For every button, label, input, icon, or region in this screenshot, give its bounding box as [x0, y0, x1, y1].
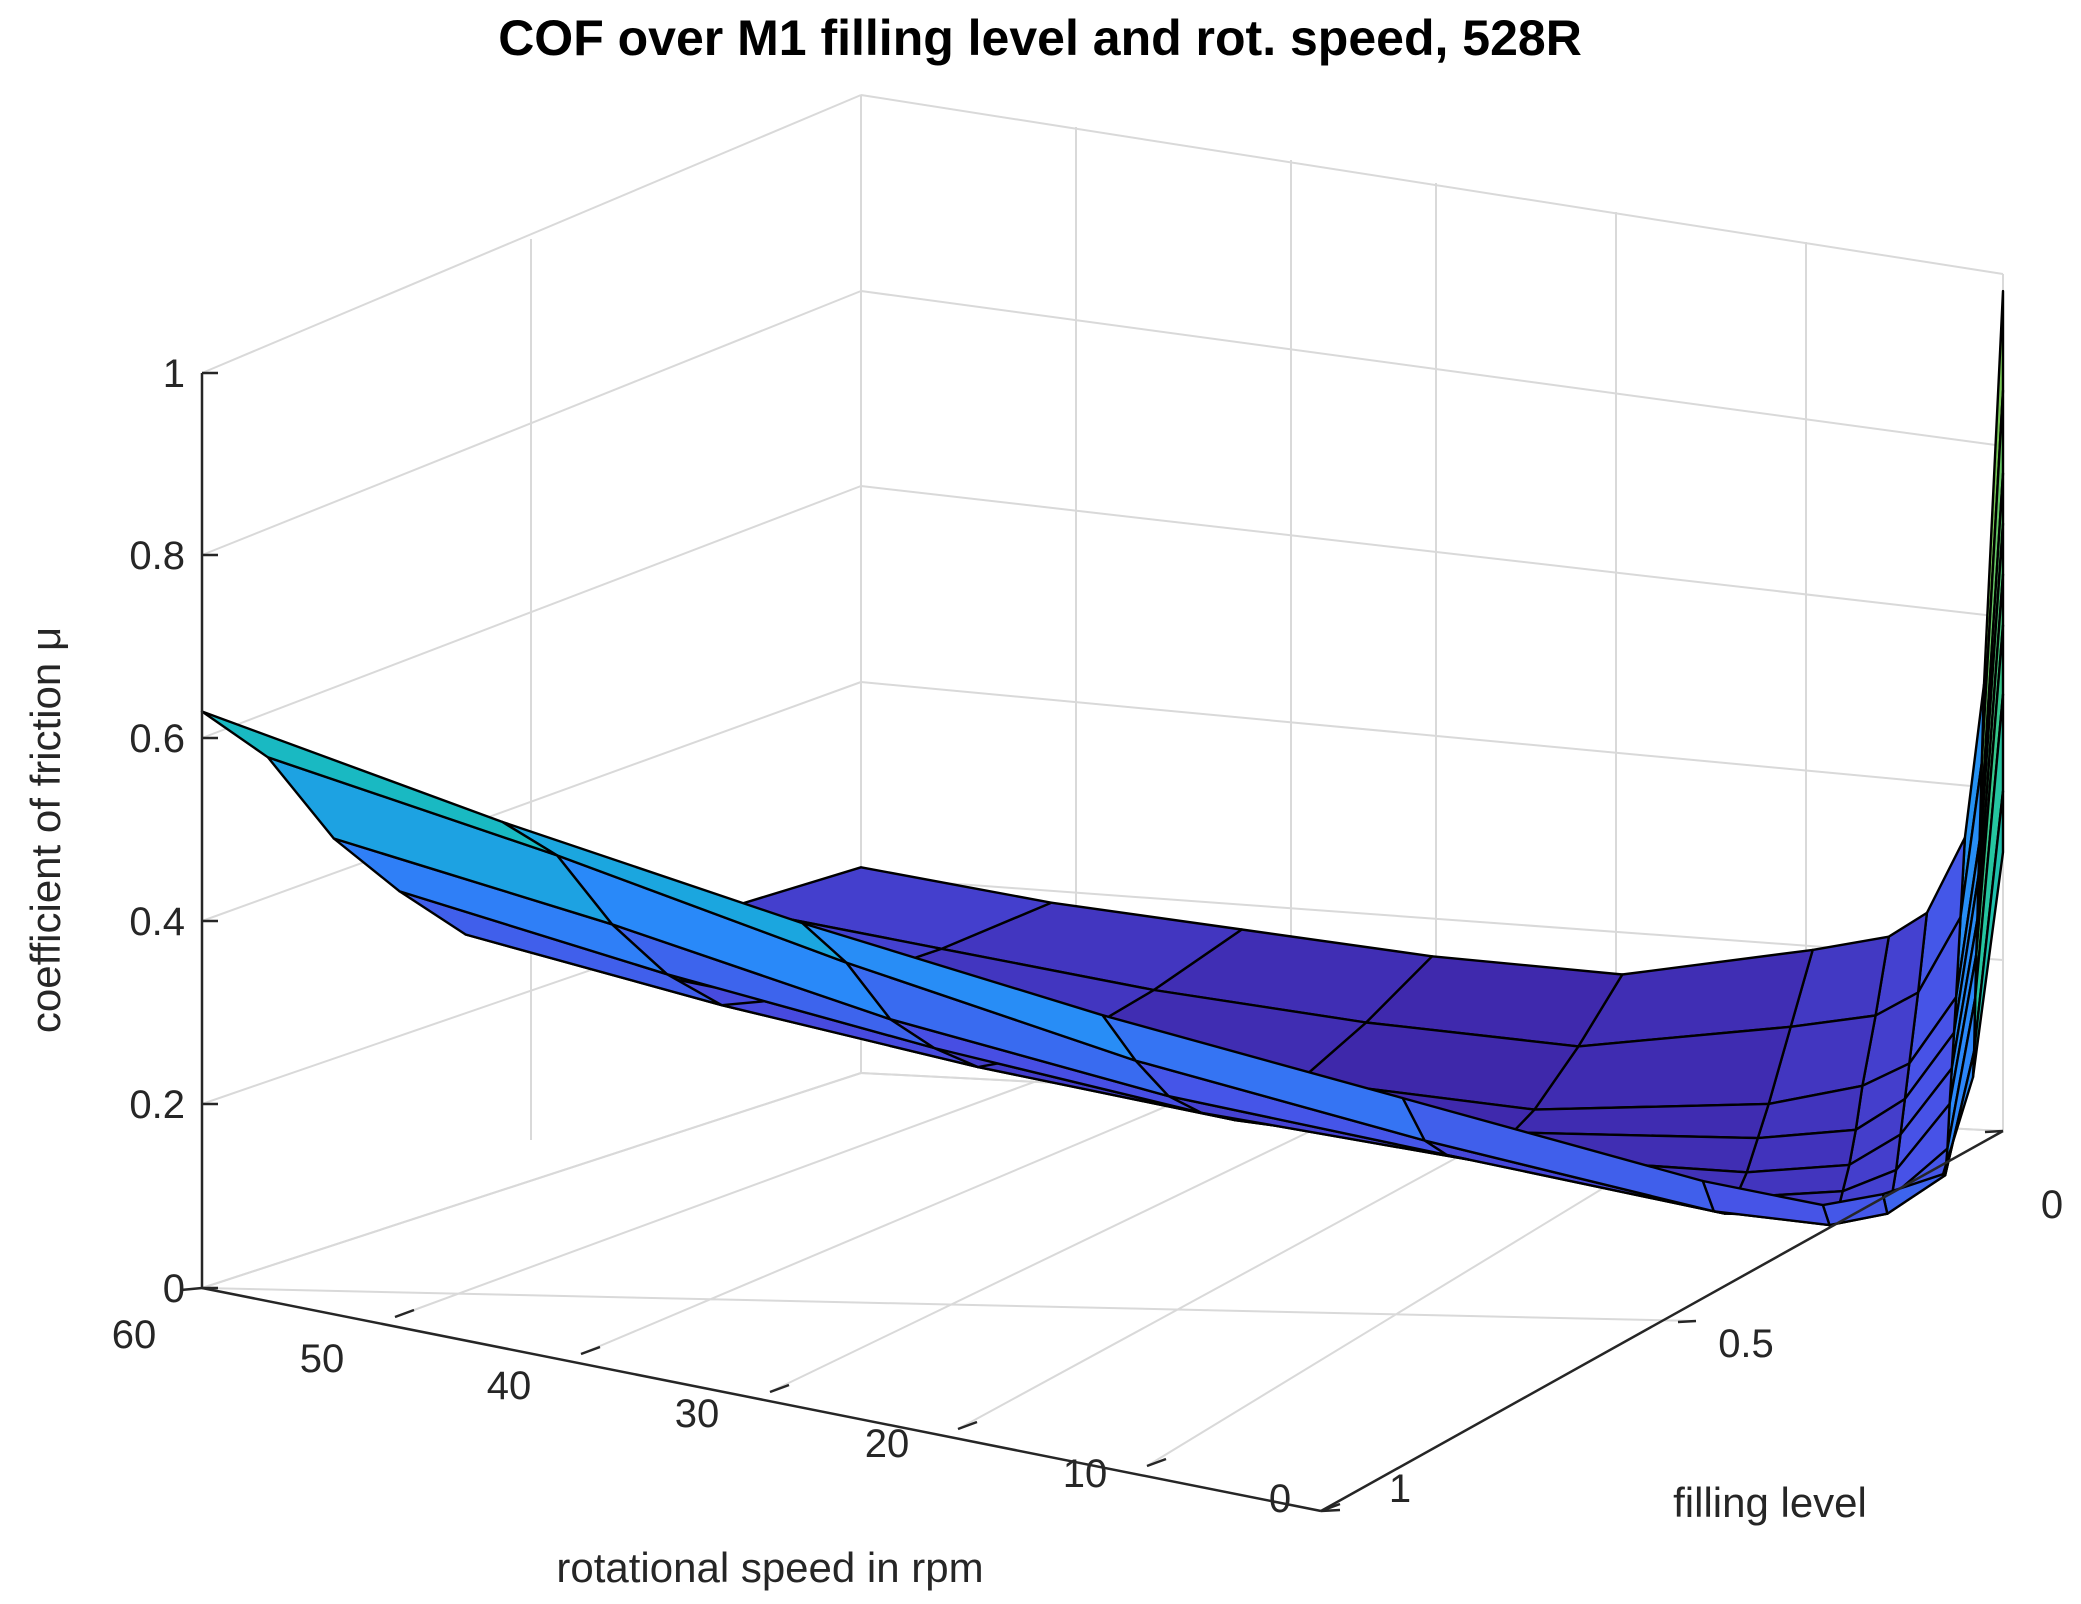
z-tick-label: 0.6: [129, 717, 185, 761]
z-tick-label: 0: [163, 1267, 185, 1311]
x-axis-line: [201, 1286, 1322, 1513]
z-tick-label: 1: [163, 352, 185, 396]
x-tick-label: 40: [487, 1364, 532, 1408]
labels-layer: COF over M1 filling level and rot. speed…: [22, 10, 2063, 1591]
axes-layer: [180, 371, 2004, 1513]
x-tick-label: 20: [865, 1422, 910, 1466]
y-tick-label: 0: [2041, 1183, 2063, 1227]
z-tick-label: 0.4: [129, 900, 185, 944]
x-ticks: [180, 1286, 1341, 1513]
x-tick-label: 30: [675, 1392, 720, 1436]
z-axis-title: coefficient of friction μ: [22, 627, 69, 1033]
y-axis-line: [1320, 1129, 2004, 1513]
chart-title: COF over M1 filling level and rot. speed…: [498, 10, 1582, 66]
x-axis-title: rotational speed in rpm: [556, 1544, 983, 1591]
y-ticks: [1320, 1129, 2004, 1513]
x-tick-label: 0: [1269, 1477, 1291, 1521]
x-tick-label: 10: [1063, 1452, 1108, 1496]
x-tick-label: 60: [112, 1313, 157, 1357]
y-axis-title: filling level: [1673, 1479, 1867, 1526]
y-tick-label: 0.5: [1718, 1322, 1774, 1366]
y-tick-label: 1: [1389, 1467, 1411, 1511]
z-tick-label: 0.8: [129, 534, 185, 578]
cof-surface: [200, 289, 2005, 1227]
z-tick-label: 0.2: [129, 1083, 185, 1127]
x-tick-label: 50: [300, 1337, 345, 1381]
z-ticks: [202, 371, 218, 1290]
